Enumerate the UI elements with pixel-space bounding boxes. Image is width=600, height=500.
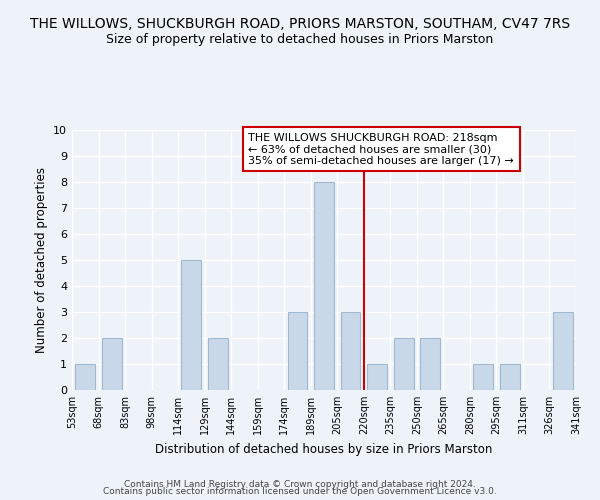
Bar <box>181 260 202 390</box>
Bar <box>76 364 95 390</box>
Text: Contains public sector information licensed under the Open Government Licence v3: Contains public sector information licen… <box>103 488 497 496</box>
Bar <box>314 182 334 390</box>
Bar <box>102 338 122 390</box>
Text: Size of property relative to detached houses in Priors Marston: Size of property relative to detached ho… <box>106 32 494 46</box>
Text: THE WILLOWS SHUCKBURGH ROAD: 218sqm
← 63% of detached houses are smaller (30)
35: THE WILLOWS SHUCKBURGH ROAD: 218sqm ← 63… <box>248 132 514 166</box>
Y-axis label: Number of detached properties: Number of detached properties <box>35 167 47 353</box>
Bar <box>394 338 413 390</box>
Text: Contains HM Land Registry data © Crown copyright and database right 2024.: Contains HM Land Registry data © Crown c… <box>124 480 476 489</box>
Bar <box>553 312 572 390</box>
Bar <box>473 364 493 390</box>
X-axis label: Distribution of detached houses by size in Priors Marston: Distribution of detached houses by size … <box>155 442 493 456</box>
Bar <box>287 312 307 390</box>
Bar <box>500 364 520 390</box>
Bar <box>208 338 228 390</box>
Bar <box>341 312 361 390</box>
Bar <box>367 364 387 390</box>
Bar <box>420 338 440 390</box>
Text: THE WILLOWS, SHUCKBURGH ROAD, PRIORS MARSTON, SOUTHAM, CV47 7RS: THE WILLOWS, SHUCKBURGH ROAD, PRIORS MAR… <box>30 18 570 32</box>
